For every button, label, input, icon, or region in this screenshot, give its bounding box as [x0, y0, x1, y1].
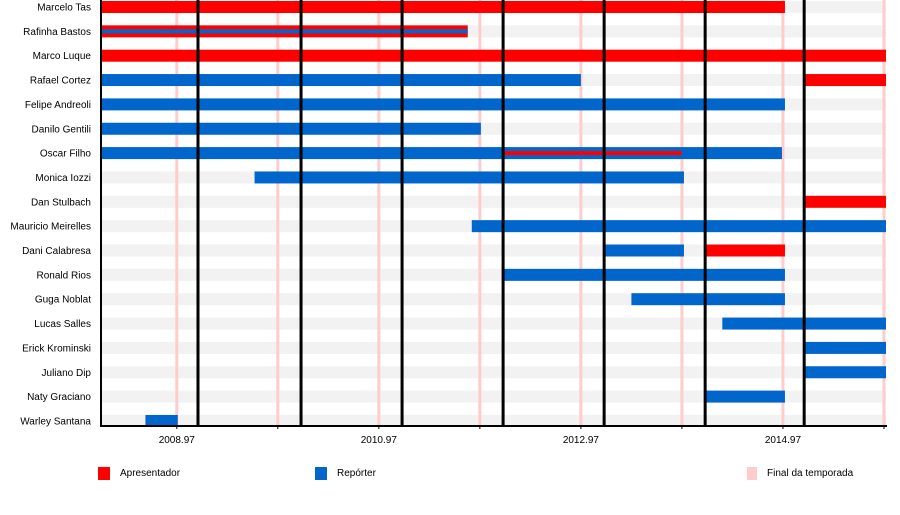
- legend-label: Final da temporada: [767, 468, 854, 479]
- row-label: Dani Calabresa: [22, 246, 91, 257]
- x-tick-label: 2008.97: [159, 435, 196, 446]
- season-end-line: [781, 0, 785, 425]
- bar-rafinha-bastos: [101, 29, 468, 34]
- legend-swatch-apresentador: [98, 467, 110, 480]
- row-label: Rafinha Bastos: [23, 27, 91, 38]
- row-label: Warley Santana: [20, 416, 91, 427]
- bar-juliano-dip: [804, 366, 886, 379]
- bar-felipe-andreoli: [101, 98, 785, 111]
- row-label: Guga Noblat: [35, 295, 91, 306]
- bar-ronald-rios: [503, 268, 785, 281]
- bar-marco-luque: [101, 49, 886, 62]
- season-end-line: [579, 0, 583, 425]
- row-band: [101, 414, 886, 427]
- legend-label: Apresentador: [120, 468, 181, 479]
- bar-naty-graciano: [705, 390, 785, 403]
- legend-item-reporter: Repórter: [315, 467, 376, 480]
- season-end-line: [175, 0, 179, 425]
- row-label: Felipe Andreoli: [25, 100, 91, 111]
- row-band: [101, 25, 886, 38]
- bar-marcelo-tas: [101, 1, 785, 13]
- season-start-line: [802, 0, 806, 425]
- row-label: Rafael Cortez: [30, 76, 91, 87]
- legend-item-final-temporada: Final da temporada: [747, 467, 853, 480]
- legend-swatch-reporter: [315, 467, 327, 480]
- row-band: [101, 366, 886, 379]
- y-axis-line: [100, 0, 102, 426]
- legend-item-apresentador: Apresentador: [98, 467, 180, 480]
- bar-rafael-cortez: [804, 74, 886, 87]
- bar-rafael-cortez: [101, 74, 581, 87]
- row-band: [101, 390, 886, 403]
- season-start-line: [196, 0, 200, 425]
- bar-monica-iozzi: [254, 171, 684, 184]
- x-tick-label: 2012.97: [563, 435, 600, 446]
- row-label: Dan Stulbach: [31, 197, 91, 208]
- row-band: [101, 341, 886, 354]
- bar-dan-stulbach: [804, 195, 886, 208]
- bar-dani-calabresa: [604, 244, 684, 257]
- x-tick-label: 2014.97: [765, 435, 802, 446]
- season-end-line: [377, 0, 381, 425]
- season-end-line: [680, 0, 684, 425]
- row-label: Marco Luque: [33, 51, 92, 62]
- season-end-line: [882, 0, 886, 425]
- season-start-line: [703, 0, 707, 425]
- bar-warley-santana: [145, 414, 178, 427]
- season-start-line: [501, 0, 505, 425]
- row-label: Marcelo Tas: [37, 3, 91, 14]
- row-label: Naty Graciano: [27, 392, 91, 403]
- x-tick-label: 2010.97: [361, 435, 398, 446]
- legend-label: Repórter: [337, 468, 376, 479]
- row-label: Danilo Gentili: [32, 124, 91, 135]
- row-label: Ronald Rios: [37, 270, 91, 281]
- bar-danilo-gentili: [101, 122, 481, 135]
- bar-guga-noblat: [631, 293, 785, 306]
- season-start-line: [400, 0, 404, 425]
- bar-oscar-filho: [503, 151, 682, 156]
- row-label: Mauricio Meirelles: [10, 222, 91, 233]
- season-start-line: [602, 0, 606, 425]
- row-label: Monica Iozzi: [35, 173, 91, 184]
- season-end-line: [478, 0, 482, 425]
- bar-dani-calabresa: [705, 244, 785, 257]
- season-end-line: [276, 0, 280, 425]
- row-band: [101, 244, 886, 257]
- row-band: [101, 195, 886, 208]
- season-start-line: [299, 0, 303, 425]
- row-label: Oscar Filho: [40, 149, 92, 160]
- row-label: Erick Krominski: [22, 343, 91, 354]
- row-label: Lucas Salles: [34, 319, 91, 330]
- row-band: [101, 317, 886, 330]
- bar-oscar-filho: [101, 147, 782, 160]
- row-label: Juliano Dip: [42, 368, 92, 379]
- bar-mauricio-meirelles: [471, 220, 886, 233]
- legend-swatch-final-temporada: [747, 467, 757, 480]
- bar-erick-krominski: [804, 341, 886, 354]
- x-axis-line: [100, 425, 887, 427]
